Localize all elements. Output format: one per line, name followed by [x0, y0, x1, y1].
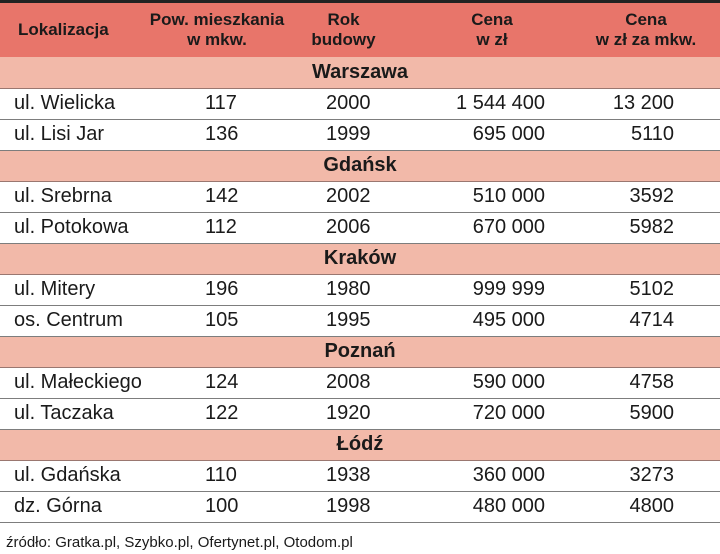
cell-area: 142	[143, 181, 291, 213]
cell-location: ul. Mitery	[0, 274, 143, 306]
table-row: ul. Potokowa 112 2006 670 000 5982	[0, 212, 720, 244]
cell-area: 105	[143, 305, 291, 337]
header-ppm-line-2: w zł za mkw.	[595, 30, 697, 49]
table-row: ul. Wielicka 117 2000 1 544 400 13 200	[0, 88, 720, 120]
header-area-line-2: w mkw.	[187, 30, 247, 49]
cell-year: 1998	[291, 491, 414, 523]
header-ppm-line-1: Cena	[625, 10, 667, 29]
cell-price: 495 000	[414, 305, 564, 337]
cell-price: 360 000	[414, 460, 564, 492]
cell-location: ul. Srebrna	[0, 181, 143, 213]
header-price-line-1: Cena	[471, 10, 513, 29]
cell-location: os. Centrum	[0, 305, 143, 337]
table-row: ul. Małeckiego 124 2008 590 000 4758	[0, 367, 720, 399]
table-row: dz. Górna 100 1998 480 000 4800	[0, 491, 720, 523]
cell-area: 112	[143, 212, 291, 244]
city-row: Kraków	[0, 243, 720, 275]
apartment-price-table: Lokalizacja Pow. mieszkania w mkw. Rok b…	[0, 3, 720, 523]
city-row: Poznań	[0, 336, 720, 368]
cell-price-per-sqm: 3592	[564, 181, 720, 213]
cell-price-per-sqm: 3273	[564, 460, 720, 492]
cell-area: 117	[143, 88, 291, 120]
cell-location: ul. Gdańska	[0, 460, 143, 492]
table-row: ul. Gdańska 110 1938 360 000 3273	[0, 460, 720, 492]
city-row: Gdańsk	[0, 150, 720, 182]
cell-area: 122	[143, 398, 291, 430]
cell-location: ul. Lisi Jar	[0, 119, 143, 151]
table-row: os. Centrum 105 1995 495 000 4714	[0, 305, 720, 337]
table-header-row: Lokalizacja Pow. mieszkania w mkw. Rok b…	[0, 3, 720, 57]
cell-price: 999 999	[414, 274, 564, 306]
city-name: Łódź	[0, 429, 720, 461]
cell-price-per-sqm: 13 200	[564, 88, 720, 120]
cell-area: 124	[143, 367, 291, 399]
cell-price-per-sqm: 5900	[564, 398, 720, 430]
table-row: ul. Mitery 196 1980 999 999 5102	[0, 274, 720, 306]
cell-location: ul. Taczaka	[0, 398, 143, 430]
cell-price: 590 000	[414, 367, 564, 399]
cell-price: 670 000	[414, 212, 564, 244]
table-body: Warszawa ul. Wielicka 117 2000 1 544 400…	[0, 57, 720, 523]
table-row: ul. Srebrna 142 2002 510 000 3592	[0, 181, 720, 213]
header-price-per-sqm: Cena w zł za mkw.	[564, 3, 720, 57]
header-area: Pow. mieszkania w mkw.	[143, 3, 291, 57]
header-price-line-2: w zł	[476, 30, 508, 49]
cell-area: 196	[143, 274, 291, 306]
cell-price: 720 000	[414, 398, 564, 430]
cell-price: 1 544 400	[414, 88, 564, 120]
city-name: Poznań	[0, 336, 720, 368]
city-row: Warszawa	[0, 57, 720, 89]
cell-location: ul. Małeckiego	[0, 367, 143, 399]
cell-area: 110	[143, 460, 291, 492]
cell-year: 1920	[291, 398, 414, 430]
header-year-line-1: Rok	[327, 10, 360, 29]
cell-price: 480 000	[414, 491, 564, 523]
cell-price: 695 000	[414, 119, 564, 151]
table-row: ul. Lisi Jar 136 1999 695 000 5110	[0, 119, 720, 151]
cell-year: 2008	[291, 367, 414, 399]
cell-location: ul. Potokowa	[0, 212, 143, 244]
cell-year: 1995	[291, 305, 414, 337]
city-row: Łódź	[0, 429, 720, 461]
cell-year: 1980	[291, 274, 414, 306]
cell-price-per-sqm: 4800	[564, 491, 720, 523]
cell-area: 136	[143, 119, 291, 151]
header-year-line-2: budowy	[311, 30, 376, 49]
cell-area: 100	[143, 491, 291, 523]
header-year: Rok budowy	[291, 3, 414, 57]
cell-price-per-sqm: 5110	[564, 119, 720, 151]
city-name: Kraków	[0, 243, 720, 275]
cell-year: 1999	[291, 119, 414, 151]
cell-location: ul. Wielicka	[0, 88, 143, 120]
cell-year: 2002	[291, 181, 414, 213]
header-location: Lokalizacja	[0, 3, 143, 57]
top-rule	[0, 0, 720, 3]
cell-year: 2000	[291, 88, 414, 120]
table-row: ul. Taczaka 122 1920 720 000 5900	[0, 398, 720, 430]
cell-price-per-sqm: 5102	[564, 274, 720, 306]
header-location-line: Lokalizacja	[18, 20, 109, 39]
cell-price: 510 000	[414, 181, 564, 213]
cell-location: dz. Górna	[0, 491, 143, 523]
city-name: Gdańsk	[0, 150, 720, 182]
cell-year: 1938	[291, 460, 414, 492]
cell-price-per-sqm: 5982	[564, 212, 720, 244]
cell-price-per-sqm: 4714	[564, 305, 720, 337]
header-area-line-1: Pow. mieszkania	[149, 10, 285, 29]
city-name: Warszawa	[0, 57, 720, 89]
cell-year: 2006	[291, 212, 414, 244]
source-note: źródło: Gratka.pl, Szybko.pl, Ofertynet.…	[6, 534, 353, 551]
cell-price-per-sqm: 4758	[564, 367, 720, 399]
header-price: Cena w zł	[414, 3, 564, 57]
